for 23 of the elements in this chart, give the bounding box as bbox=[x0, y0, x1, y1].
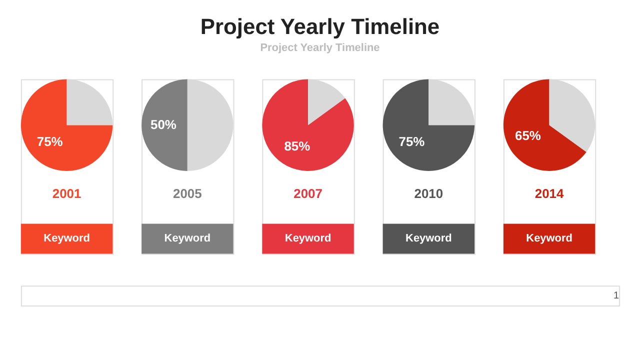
data-label: 75% bbox=[398, 134, 426, 149]
text: 2005 bbox=[173, 186, 202, 201]
data-label: 50% bbox=[150, 117, 177, 132]
text: Keyword bbox=[284, 232, 332, 245]
text: 2010 bbox=[414, 186, 444, 201]
pie-slice bbox=[142, 79, 188, 171]
pie-slice bbox=[20, 79, 113, 171]
text: Keyword bbox=[44, 232, 90, 245]
text: 1 bbox=[614, 290, 620, 302]
data-label: 65% bbox=[515, 128, 542, 143]
text: 2001 bbox=[52, 186, 82, 201]
text: Keyword bbox=[406, 232, 452, 245]
pie-slice bbox=[262, 79, 354, 171]
pie-slice bbox=[382, 79, 475, 171]
data-label: 85% bbox=[284, 138, 311, 154]
text: Project Yearly Timeline bbox=[260, 42, 380, 54]
text: Keyword bbox=[526, 232, 572, 245]
text: Keyword bbox=[164, 232, 211, 245]
data-label: 75% bbox=[36, 134, 64, 149]
text: Project Yearly Timeline bbox=[200, 14, 440, 39]
text: 2014 bbox=[534, 186, 564, 201]
text: 2007 bbox=[294, 186, 322, 201]
pie-slice bbox=[503, 79, 586, 171]
